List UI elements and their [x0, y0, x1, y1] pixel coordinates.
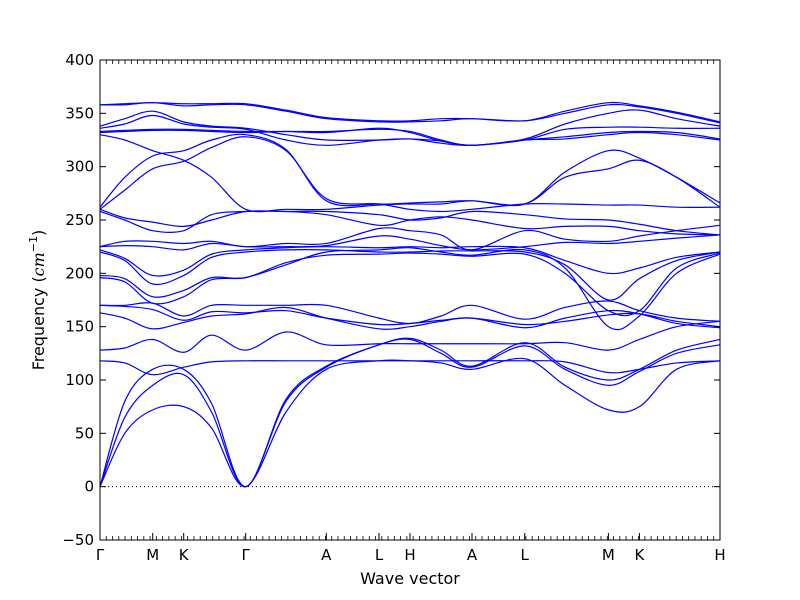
- band-line-10: [99, 252, 721, 317]
- y-axis-title-unit-exp: −1: [27, 236, 40, 252]
- y-tick-label: 0: [84, 478, 94, 496]
- y-tick-label: 150: [65, 318, 94, 336]
- band-line-5: [99, 320, 721, 353]
- band-line-15: [99, 210, 721, 236]
- band-line-12: [99, 245, 721, 277]
- x-tick-label: K: [634, 546, 645, 564]
- y-tick-label: 350: [65, 104, 94, 122]
- y-axis-title-close: ): [29, 230, 48, 236]
- band-line-24: [99, 102, 721, 124]
- y-axis: −50 0 50 100 150 200 250 300 350 400: [62, 51, 720, 549]
- x-axis-title: Wave vector: [360, 569, 460, 588]
- y-tick-label: 100: [65, 371, 94, 389]
- band-line-13: [99, 234, 721, 251]
- y-tick-label: 400: [65, 51, 94, 69]
- x-tick-label: K: [179, 546, 190, 564]
- x-tick-label: L: [521, 546, 530, 564]
- x-tick-label: A: [467, 546, 478, 564]
- y-axis-title-unit: cm: [29, 252, 48, 276]
- y-axis-title-text: Frequency (: [29, 276, 48, 370]
- y-tick-label: 200: [65, 264, 94, 282]
- band-line-6: [99, 306, 721, 330]
- y-axis-title: Frequency (cm−1): [27, 230, 48, 371]
- series-group: [99, 101, 721, 488]
- x-tick-label: H: [404, 546, 415, 564]
- band-line-8: [99, 300, 721, 325]
- x-tick-label: Γ: [242, 546, 251, 564]
- band-line-16: [99, 208, 721, 236]
- band-line-17: [99, 136, 721, 213]
- x-tick-label: M: [602, 546, 615, 564]
- x-tick-label: A: [321, 546, 332, 564]
- band-line-23: [99, 109, 721, 146]
- band-line-21: [99, 127, 721, 146]
- y-tick-label: 50: [75, 424, 94, 442]
- band-line-25: [99, 101, 721, 123]
- band-line-4: [99, 360, 721, 376]
- x-tick-label: H: [714, 546, 725, 564]
- band-line-9: [99, 247, 721, 331]
- band-line-7: [99, 304, 721, 328]
- band-line-19: [99, 134, 721, 213]
- y-tick-label: 300: [65, 158, 94, 176]
- band-line-11: [99, 249, 721, 301]
- y-tick-label: 250: [65, 211, 94, 229]
- x-tick-label: M: [146, 546, 159, 564]
- band-line-1: [99, 357, 721, 488]
- x-tick-label: Γ: [96, 546, 105, 564]
- band-line-14: [99, 224, 721, 251]
- x-tick-label: L: [375, 546, 384, 564]
- y-tick-label: −50: [62, 531, 94, 549]
